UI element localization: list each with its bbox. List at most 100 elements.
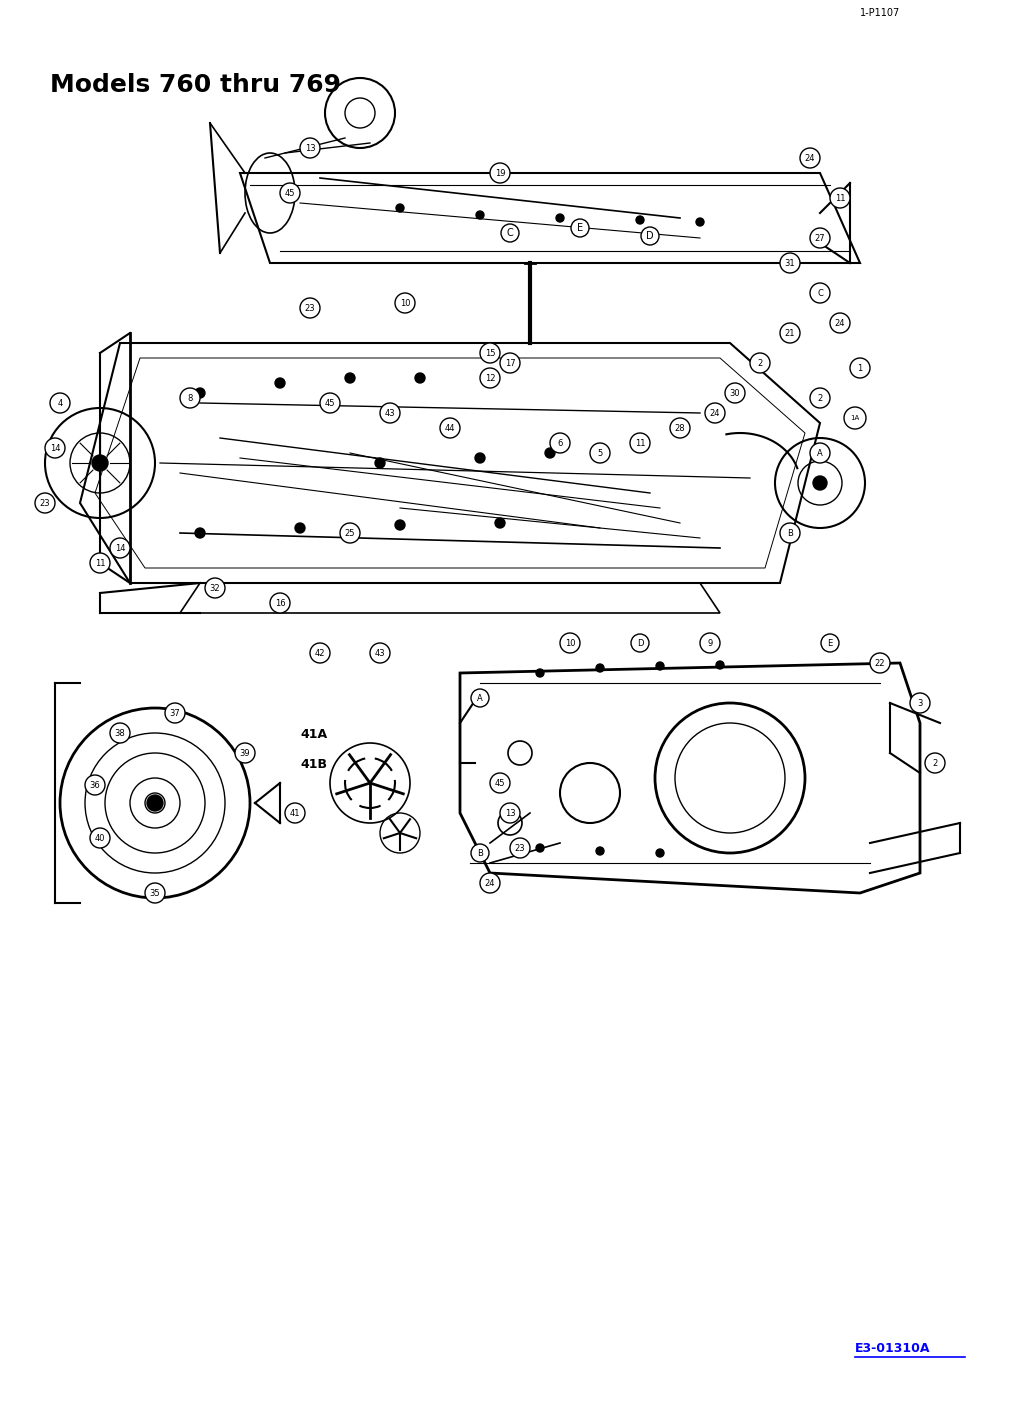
- Circle shape: [590, 443, 610, 463]
- Circle shape: [810, 283, 830, 303]
- Circle shape: [92, 455, 108, 471]
- Circle shape: [700, 633, 720, 652]
- Circle shape: [90, 553, 110, 572]
- Text: 22: 22: [875, 658, 885, 668]
- Text: 2: 2: [757, 359, 763, 368]
- Circle shape: [670, 418, 690, 438]
- Text: 3: 3: [917, 699, 923, 707]
- Circle shape: [280, 182, 300, 203]
- Text: Models 760 thru 769: Models 760 thru 769: [50, 73, 341, 97]
- Circle shape: [165, 703, 185, 723]
- Text: 1-P1107: 1-P1107: [860, 8, 900, 18]
- Text: 9: 9: [707, 638, 713, 648]
- Circle shape: [536, 669, 544, 678]
- Circle shape: [475, 453, 485, 463]
- Circle shape: [480, 342, 499, 363]
- Text: 23: 23: [39, 498, 51, 508]
- Circle shape: [395, 521, 405, 530]
- Circle shape: [800, 147, 820, 168]
- Text: E: E: [577, 223, 583, 233]
- Circle shape: [415, 373, 425, 383]
- Circle shape: [180, 389, 200, 408]
- Circle shape: [110, 537, 130, 558]
- Circle shape: [656, 849, 664, 857]
- Circle shape: [440, 418, 460, 438]
- Text: 12: 12: [485, 373, 495, 383]
- Text: 4: 4: [58, 398, 63, 407]
- Text: 13: 13: [505, 808, 515, 818]
- Text: 44: 44: [445, 424, 455, 432]
- Circle shape: [195, 528, 205, 537]
- Circle shape: [571, 219, 589, 237]
- Text: A: A: [817, 449, 823, 457]
- Circle shape: [810, 389, 830, 408]
- Text: 17: 17: [505, 359, 515, 368]
- Circle shape: [235, 744, 255, 763]
- Circle shape: [147, 796, 163, 811]
- Circle shape: [370, 643, 390, 664]
- Circle shape: [830, 188, 850, 208]
- Text: 32: 32: [209, 584, 220, 592]
- Text: 25: 25: [345, 529, 355, 537]
- Text: A: A: [477, 693, 483, 703]
- Circle shape: [696, 217, 704, 226]
- Text: 43: 43: [375, 648, 385, 658]
- Text: E3-01310A: E3-01310A: [854, 1343, 931, 1355]
- Circle shape: [395, 293, 415, 313]
- Text: 14: 14: [50, 443, 60, 453]
- Circle shape: [641, 227, 659, 246]
- Circle shape: [750, 354, 770, 373]
- Text: 24: 24: [485, 878, 495, 888]
- Text: 2: 2: [932, 759, 938, 767]
- Circle shape: [725, 383, 745, 403]
- Circle shape: [780, 523, 800, 543]
- Circle shape: [536, 845, 544, 852]
- Circle shape: [396, 203, 404, 212]
- Circle shape: [480, 873, 499, 892]
- Circle shape: [780, 323, 800, 342]
- Circle shape: [300, 137, 320, 159]
- Circle shape: [300, 297, 320, 318]
- Circle shape: [596, 847, 604, 854]
- Circle shape: [375, 457, 385, 469]
- Text: 10: 10: [565, 638, 575, 648]
- Circle shape: [501, 224, 519, 241]
- Circle shape: [275, 377, 285, 389]
- Text: 40: 40: [95, 833, 105, 842]
- Circle shape: [490, 163, 510, 182]
- Circle shape: [471, 845, 489, 861]
- Text: 16: 16: [275, 599, 285, 607]
- Text: 15: 15: [485, 348, 495, 358]
- Circle shape: [850, 358, 870, 377]
- Text: D: D: [637, 638, 643, 648]
- Text: 5: 5: [598, 449, 603, 457]
- Circle shape: [85, 774, 105, 796]
- Text: 45: 45: [325, 398, 335, 407]
- Circle shape: [556, 215, 565, 222]
- Circle shape: [480, 368, 499, 389]
- Text: 10: 10: [399, 299, 411, 307]
- Circle shape: [499, 803, 520, 824]
- Text: 39: 39: [239, 748, 251, 758]
- Circle shape: [844, 407, 866, 429]
- Text: E: E: [828, 638, 833, 648]
- Text: 37: 37: [169, 709, 181, 717]
- Text: 41B: 41B: [300, 758, 327, 772]
- Text: 19: 19: [494, 168, 506, 178]
- Text: 31: 31: [784, 258, 796, 268]
- Circle shape: [490, 773, 510, 793]
- Circle shape: [320, 393, 340, 412]
- Text: 14: 14: [115, 543, 125, 553]
- Text: 38: 38: [115, 728, 125, 738]
- Circle shape: [499, 354, 520, 373]
- Text: B: B: [477, 849, 483, 857]
- Circle shape: [340, 523, 360, 543]
- Circle shape: [813, 476, 827, 490]
- Circle shape: [705, 403, 725, 422]
- Circle shape: [910, 693, 930, 713]
- Text: 21: 21: [784, 328, 796, 338]
- Circle shape: [716, 661, 724, 669]
- Text: 42: 42: [315, 648, 325, 658]
- Circle shape: [545, 448, 555, 457]
- Text: 24: 24: [805, 153, 815, 163]
